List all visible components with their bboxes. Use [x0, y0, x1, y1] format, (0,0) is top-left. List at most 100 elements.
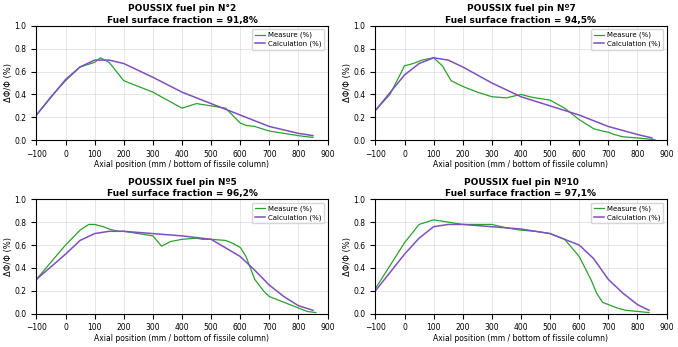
X-axis label: Axial position (mm / bottom of fissile column): Axial position (mm / bottom of fissile c…: [433, 160, 608, 169]
Title: POUSSIX fuel pin N°2
Fuel surface fraction = 91,8%: POUSSIX fuel pin N°2 Fuel surface fracti…: [106, 4, 258, 25]
Calculation (%): [294, 131, 302, 135]
Legend: Measure (%), Calculation (%): Measure (%), Calculation (%): [252, 29, 324, 50]
Calculation (%): [487, 81, 496, 85]
Y-axis label: ΔΦ/Φ (%): ΔΦ/Φ (%): [343, 237, 352, 276]
Measure (%): [120, 229, 128, 234]
Measure (%): [76, 65, 84, 69]
Measure (%): [303, 309, 311, 313]
Measure (%): [105, 227, 113, 231]
Measure (%): [222, 106, 230, 110]
Measure (%): [581, 266, 589, 270]
Calculation (%): [648, 136, 656, 140]
Line: Calculation (%): Calculation (%): [376, 58, 652, 138]
Measure (%): [265, 295, 273, 299]
Calculation (%): [633, 303, 641, 307]
Measure (%): [517, 92, 525, 96]
Title: POUSSIX fuel pin Nº7
Fuel surface fraction = 94,5%: POUSSIX fuel pin Nº7 Fuel surface fracti…: [445, 4, 597, 25]
Measure (%): [619, 135, 627, 139]
Measure (%): [401, 241, 409, 245]
Line: Measure (%): Measure (%): [37, 225, 316, 313]
Measure (%): [604, 130, 612, 134]
Measure (%): [207, 104, 215, 108]
Measure (%): [33, 113, 41, 117]
Calculation (%): [487, 225, 496, 229]
Calculation (%): [619, 291, 627, 295]
Measure (%): [33, 277, 41, 281]
Y-axis label: ΔΦ/Φ (%): ΔΦ/Φ (%): [4, 237, 13, 276]
Measure (%): [280, 131, 288, 135]
Measure (%): [418, 58, 426, 62]
Measure (%): [303, 135, 311, 139]
Measure (%): [604, 303, 612, 307]
Calculation (%): [430, 225, 438, 229]
Measure (%): [459, 222, 467, 227]
Calculation (%): [265, 125, 273, 129]
Measure (%): [575, 118, 583, 122]
Measure (%): [546, 231, 554, 236]
Calculation (%): [372, 108, 380, 112]
Calculation (%): [517, 227, 525, 231]
Measure (%): [430, 218, 438, 222]
Calculation (%): [120, 229, 128, 234]
Measure (%): [134, 231, 142, 236]
Measure (%): [487, 222, 496, 227]
Calculation (%): [401, 252, 409, 256]
Measure (%): [178, 106, 186, 110]
Measure (%): [386, 92, 394, 96]
Measure (%): [96, 56, 104, 60]
Calculation (%): [265, 283, 273, 287]
Calculation (%): [444, 58, 452, 62]
Calculation (%): [120, 61, 128, 66]
Measure (%): [62, 79, 70, 83]
Measure (%): [105, 60, 113, 65]
Calculation (%): [459, 65, 467, 69]
Calculation (%): [415, 236, 423, 240]
X-axis label: Axial position (mm / bottom of fissile column): Axial position (mm / bottom of fissile c…: [433, 334, 608, 343]
Measure (%): [633, 136, 641, 140]
Measure (%): [227, 241, 235, 245]
Calculation (%): [251, 268, 259, 272]
Measure (%): [85, 222, 93, 227]
Calculation (%): [33, 113, 41, 117]
Measure (%): [242, 123, 250, 127]
Measure (%): [401, 64, 409, 68]
Measure (%): [599, 129, 607, 133]
Measure (%): [289, 304, 297, 308]
Calculation (%): [280, 295, 288, 299]
Measure (%): [561, 106, 569, 110]
Measure (%): [280, 300, 288, 304]
Measure (%): [438, 64, 446, 68]
Measure (%): [76, 228, 84, 232]
Measure (%): [546, 98, 554, 102]
Calculation (%): [645, 308, 653, 312]
Measure (%): [148, 234, 157, 238]
Line: Measure (%): Measure (%): [37, 58, 313, 137]
Calculation (%): [372, 289, 380, 293]
Calculation (%): [401, 73, 409, 77]
Calculation (%): [517, 95, 525, 99]
Measure (%): [99, 225, 107, 229]
Measure (%): [447, 79, 455, 83]
Y-axis label: ΔΦ/Φ (%): ΔΦ/Φ (%): [343, 64, 352, 102]
Measure (%): [309, 135, 317, 139]
Calculation (%): [604, 125, 612, 129]
Calculation (%): [207, 102, 215, 106]
X-axis label: Axial position (mm / bottom of fissile column): Axial position (mm / bottom of fissile c…: [94, 160, 269, 169]
Measure (%): [148, 90, 157, 94]
Measure (%): [459, 84, 467, 88]
Measure (%): [251, 277, 259, 281]
Measure (%): [415, 222, 423, 227]
Measure (%): [473, 90, 481, 94]
Measure (%): [91, 222, 99, 227]
Calculation (%): [236, 113, 244, 117]
Line: Calculation (%): Calculation (%): [37, 60, 313, 136]
Measure (%): [487, 95, 496, 99]
Calculation (%): [444, 222, 452, 227]
Calculation (%): [178, 234, 186, 238]
Measure (%): [157, 244, 165, 248]
X-axis label: Axial position (mm / bottom of fissile column): Axial position (mm / bottom of fissile c…: [94, 334, 269, 343]
Measure (%): [599, 300, 607, 304]
Measure (%): [532, 229, 540, 234]
Measure (%): [613, 306, 621, 310]
Measure (%): [91, 60, 99, 65]
